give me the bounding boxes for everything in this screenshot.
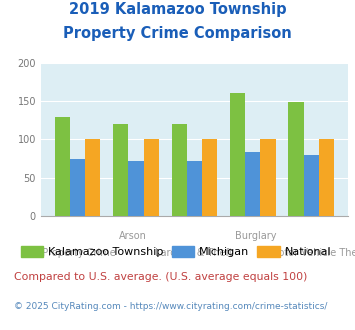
Bar (171, 124, 187, 216)
Bar (288, 102, 304, 216)
Bar (143, 139, 159, 216)
Text: Compared to U.S. average. (U.S. average equals 100): Compared to U.S. average. (U.S. average … (14, 272, 307, 282)
Text: Burglary: Burglary (235, 231, 277, 241)
Text: © 2025 CityRating.com - https://www.cityrating.com/crime-statistics/: © 2025 CityRating.com - https://www.city… (14, 302, 328, 311)
Bar (260, 139, 275, 216)
Text: Arson: Arson (119, 231, 147, 241)
Bar (70, 159, 85, 216)
Bar (202, 139, 217, 216)
Bar (85, 139, 100, 216)
Bar (304, 155, 319, 216)
Text: 2019 Kalamazoo Township: 2019 Kalamazoo Township (69, 2, 286, 16)
Legend: Kalamazoo Township, Michigan, National: Kalamazoo Township, Michigan, National (16, 242, 336, 261)
Text: Larceny & Theft: Larceny & Theft (155, 248, 233, 257)
Text: Property Crime Comparison: Property Crime Comparison (63, 26, 292, 41)
Text: All Property Crime: All Property Crime (27, 248, 116, 257)
Bar (319, 139, 334, 216)
Bar (187, 161, 202, 216)
Bar (245, 152, 260, 216)
Bar (113, 124, 129, 216)
Text: Motor Vehicle Theft: Motor Vehicle Theft (270, 248, 355, 257)
Bar (129, 161, 143, 216)
Bar (55, 117, 70, 216)
Bar (230, 93, 245, 216)
